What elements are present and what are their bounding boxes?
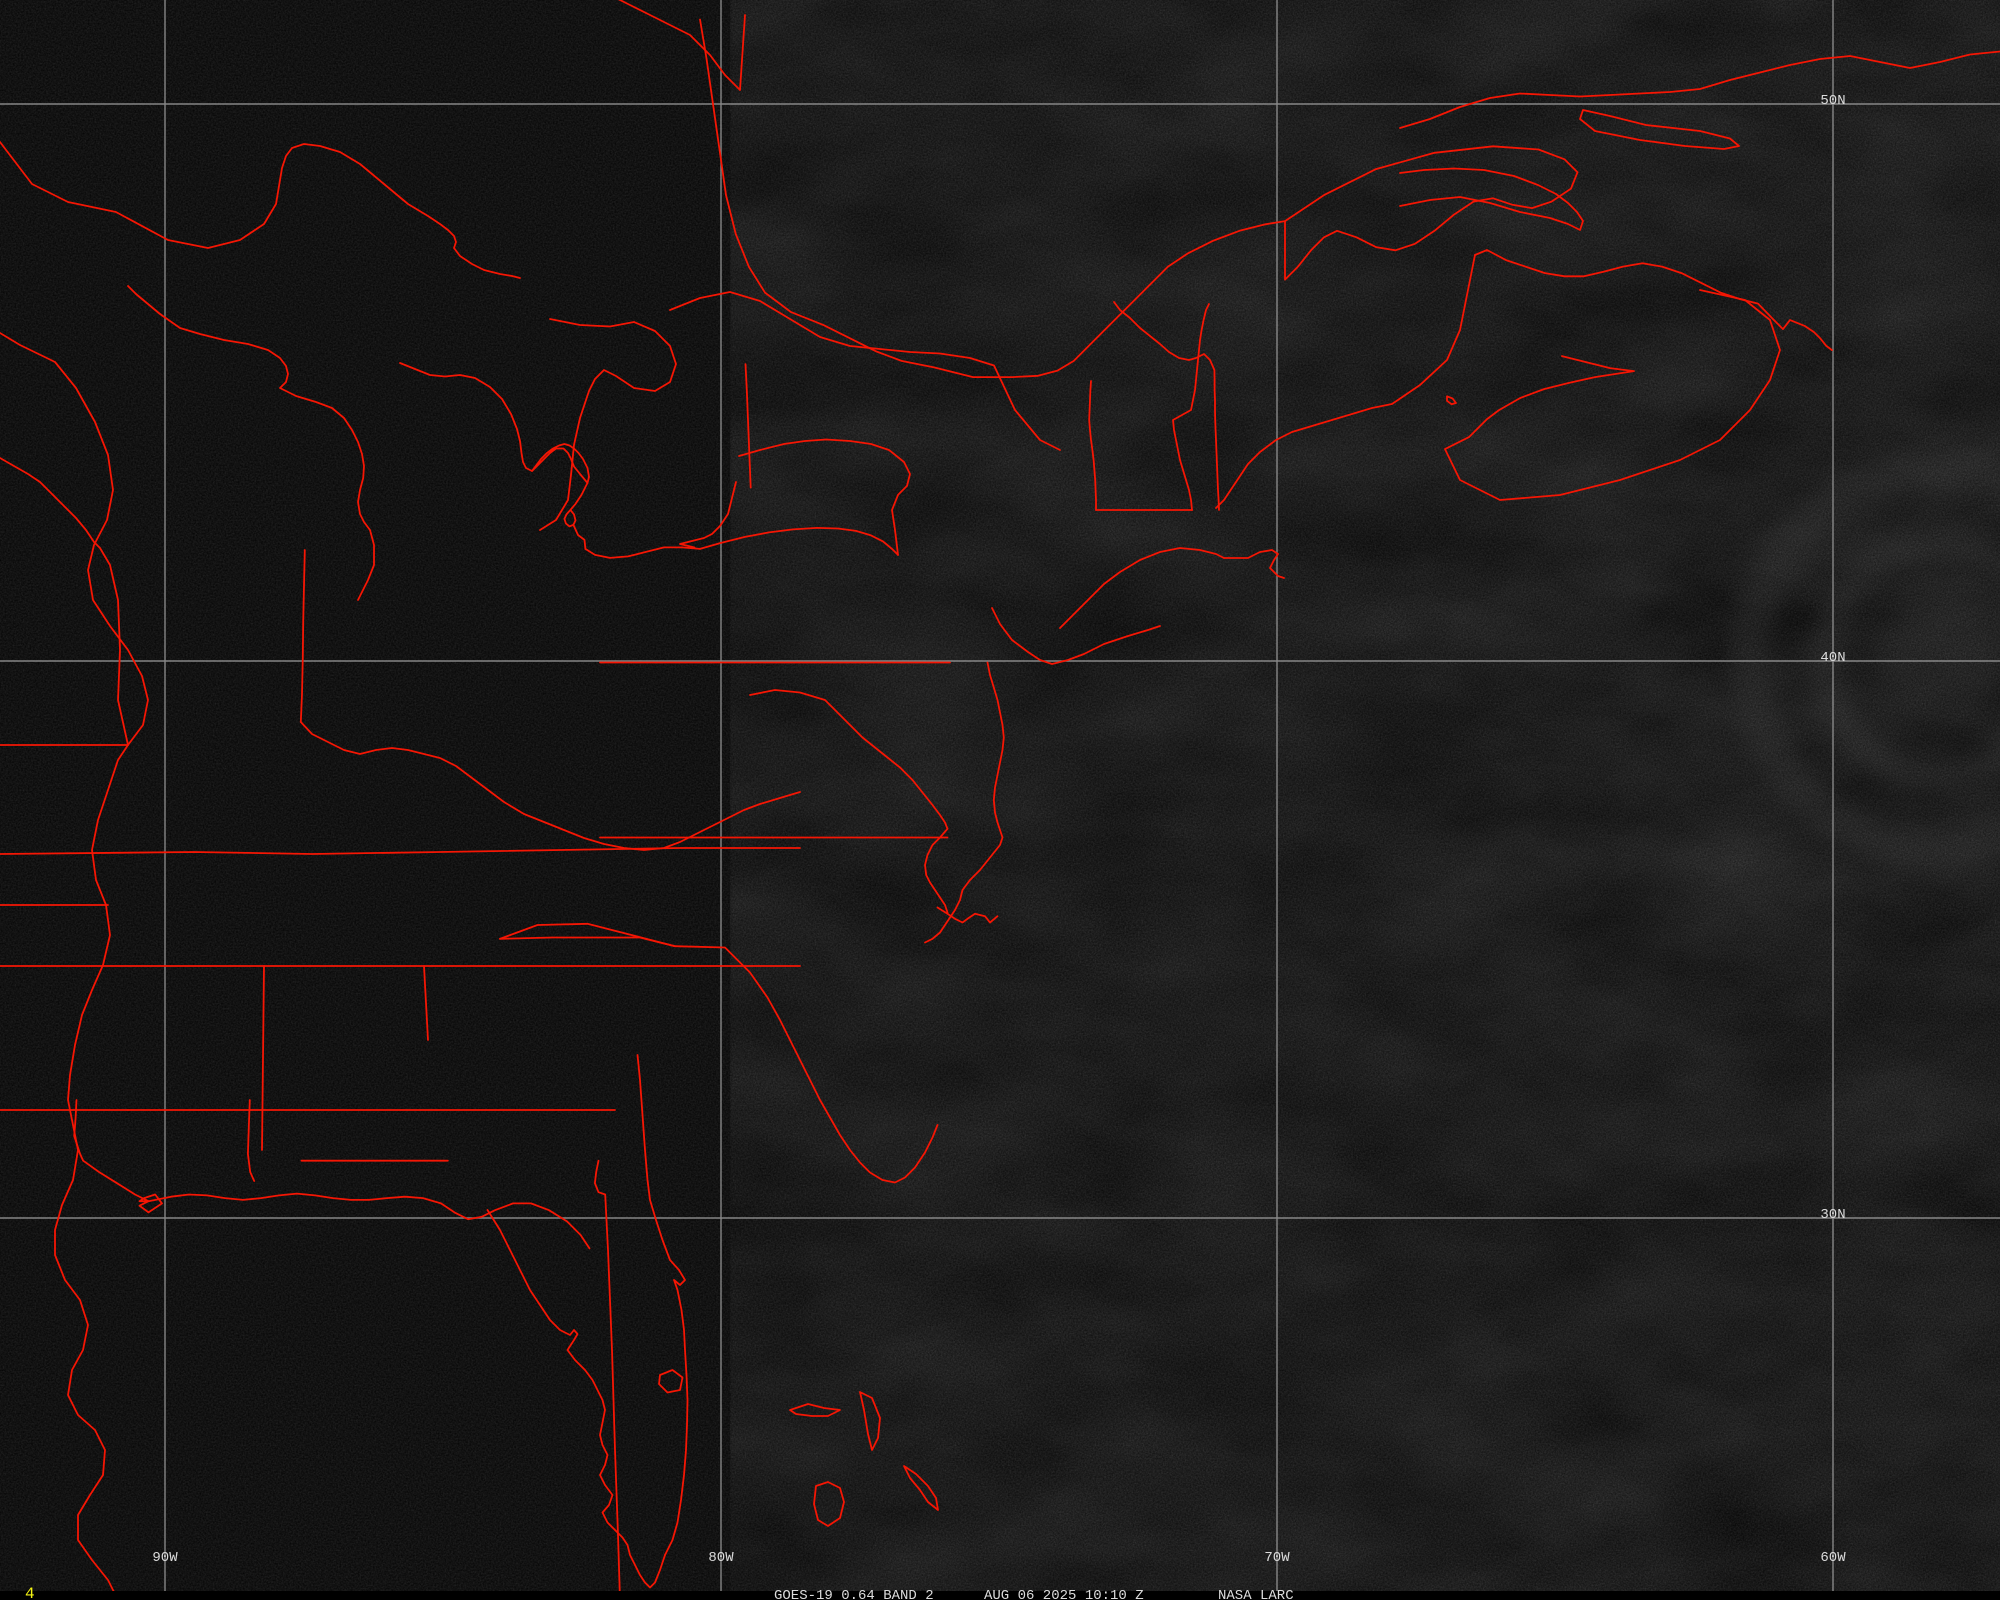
svg-text:AUG 06 2025 10:10 Z: AUG 06 2025 10:10 Z xyxy=(984,1588,1144,1600)
svg-text:GOES-19 0.64 BAND 2: GOES-19 0.64 BAND 2 xyxy=(774,1588,934,1600)
svg-text:NASA LARC: NASA LARC xyxy=(1218,1588,1294,1600)
svg-text:4: 4 xyxy=(25,1585,35,1600)
